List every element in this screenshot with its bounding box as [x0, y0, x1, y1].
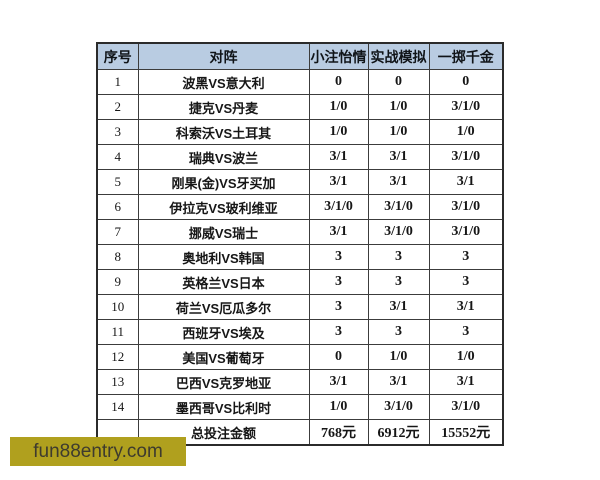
pick-sim: 3	[367, 244, 430, 270]
pick-big: 3	[428, 319, 504, 345]
pick-sim: 3/1/0	[367, 219, 430, 245]
match-name: 瑞典VS波兰	[137, 144, 310, 170]
seq: 4	[96, 144, 139, 170]
pick-sim: 3/1	[367, 369, 430, 395]
pick-big: 1/0	[428, 344, 504, 370]
table-row: 12 美国VS葡萄牙 0 1/0 1/0	[96, 344, 504, 370]
pick-small: 3	[308, 244, 369, 270]
pick-sim: 3	[367, 319, 430, 345]
pick-big: 0	[428, 69, 504, 95]
table-row: 9 英格兰VS日本 3 3 3	[96, 269, 504, 295]
betting-table: 序号 对阵 小注怡情 实战模拟 一掷千金 1 波黑VS意大利 0 0 0 2 捷…	[96, 42, 504, 446]
pick-small: 0	[308, 344, 369, 370]
match-name: 巴西VS克罗地亚	[137, 369, 310, 395]
pick-sim: 3/1/0	[367, 194, 430, 220]
pick-big: 3/1	[428, 369, 504, 395]
match-name: 英格兰VS日本	[137, 269, 310, 295]
pick-sim: 3/1	[367, 169, 430, 195]
pick-big: 3/1	[428, 169, 504, 195]
pick-sim: 3/1	[367, 294, 430, 320]
table-row: 14 墨西哥VS比利时 1/0 3/1/0 3/1/0	[96, 394, 504, 420]
seq: 1	[96, 69, 139, 95]
column-header-sim: 实战模拟	[367, 42, 430, 70]
table-row: 11 西班牙VS埃及 3 3 3	[96, 319, 504, 345]
pick-small: 3/1	[308, 369, 369, 395]
match-name: 科索沃VS土耳其	[137, 119, 310, 145]
pick-big: 3/1	[428, 294, 504, 320]
pick-sim: 1/0	[367, 344, 430, 370]
seq: 11	[96, 319, 139, 345]
table-row: 1 波黑VS意大利 0 0 0	[96, 69, 504, 95]
match-name: 美国VS葡萄牙	[137, 344, 310, 370]
match-name: 荷兰VS厄瓜多尔	[137, 294, 310, 320]
pick-big: 3/1/0	[428, 194, 504, 220]
table-row: 7 挪威VS瑞士 3/1 3/1/0 3/1/0	[96, 219, 504, 245]
seq: 14	[96, 394, 139, 420]
pick-small: 0	[308, 69, 369, 95]
pick-big: 3/1/0	[428, 144, 504, 170]
match-name: 墨西哥VS比利时	[137, 394, 310, 420]
pick-sim: 1/0	[367, 94, 430, 120]
match-name: 西班牙VS埃及	[137, 319, 310, 345]
table-row: 2 捷克VS丹麦 1/0 1/0 3/1/0	[96, 94, 504, 120]
total-big: 15552元	[428, 419, 504, 446]
seq: 8	[96, 244, 139, 270]
total-row: 总投注金额 768元 6912元 15552元	[96, 419, 504, 446]
pick-big: 3/1/0	[428, 94, 504, 120]
table-row: 4 瑞典VS波兰 3/1 3/1 3/1/0	[96, 144, 504, 170]
pick-big: 3	[428, 269, 504, 295]
column-header-small: 小注怡情	[308, 42, 369, 70]
pick-small: 1/0	[308, 94, 369, 120]
pick-big: 3	[428, 244, 504, 270]
match-name: 挪威VS瑞士	[137, 219, 310, 245]
seq: 10	[96, 294, 139, 320]
pick-small: 3	[308, 294, 369, 320]
pick-big: 3/1/0	[428, 394, 504, 420]
table-row: 3 科索沃VS土耳其 1/0 1/0 1/0	[96, 119, 504, 145]
table-row: 8 奥地利VS韩国 3 3 3	[96, 244, 504, 270]
pick-sim: 3	[367, 269, 430, 295]
total-small: 768元	[308, 419, 369, 446]
table-row: 6 伊拉克VS玻利维亚 3/1/0 3/1/0 3/1/0	[96, 194, 504, 220]
column-header-match: 对阵	[137, 42, 310, 70]
pick-sim: 1/0	[367, 119, 430, 145]
pick-sim: 3/1	[367, 144, 430, 170]
pick-big: 3/1/0	[428, 219, 504, 245]
pick-small: 3	[308, 319, 369, 345]
seq: 9	[96, 269, 139, 295]
pick-big: 1/0	[428, 119, 504, 145]
seq: 7	[96, 219, 139, 245]
pick-small: 3	[308, 269, 369, 295]
pick-sim: 3/1/0	[367, 394, 430, 420]
column-header-seq: 序号	[96, 42, 139, 70]
pick-small: 1/0	[308, 394, 369, 420]
pick-small: 1/0	[308, 119, 369, 145]
seq: 6	[96, 194, 139, 220]
pick-small: 3/1	[308, 144, 369, 170]
table-row: 10 荷兰VS厄瓜多尔 3 3/1 3/1	[96, 294, 504, 320]
seq: 2	[96, 94, 139, 120]
pick-small: 3/1	[308, 219, 369, 245]
watermark-text: fun88entry.com	[33, 440, 163, 462]
seq: 5	[96, 169, 139, 195]
match-name: 捷克VS丹麦	[137, 94, 310, 120]
header-row: 序号 对阵 小注怡情 实战模拟 一掷千金	[96, 42, 504, 70]
seq: 13	[96, 369, 139, 395]
column-header-big: 一掷千金	[428, 42, 504, 70]
match-name: 刚果(金)VS牙买加	[137, 169, 310, 195]
pick-small: 3/1	[308, 169, 369, 195]
seq: 12	[96, 344, 139, 370]
pick-small: 3/1/0	[308, 194, 369, 220]
match-name: 波黑VS意大利	[137, 69, 310, 95]
match-name: 奥地利VS韩国	[137, 244, 310, 270]
table-row: 13 巴西VS克罗地亚 3/1 3/1 3/1	[96, 369, 504, 395]
pick-sim: 0	[367, 69, 430, 95]
watermark-badge: fun88entry.com	[10, 437, 186, 466]
seq: 3	[96, 119, 139, 145]
match-name: 伊拉克VS玻利维亚	[137, 194, 310, 220]
total-sim: 6912元	[367, 419, 430, 446]
table-row: 5 刚果(金)VS牙买加 3/1 3/1 3/1	[96, 169, 504, 195]
